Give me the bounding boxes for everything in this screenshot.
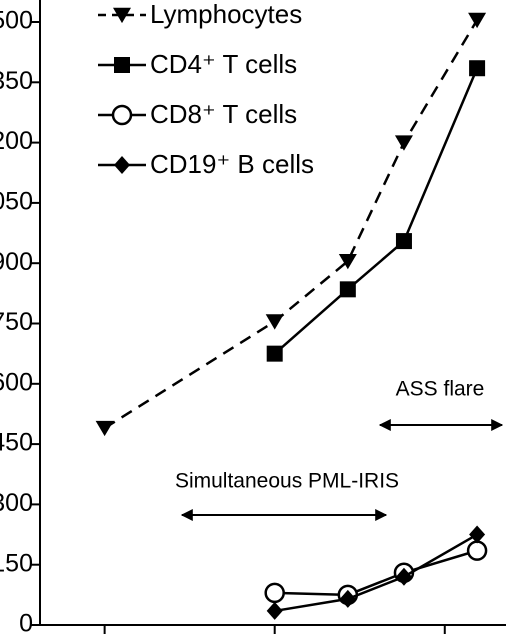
y-tick-label: 200	[0, 127, 33, 155]
series-line	[274, 549, 478, 597]
data-point	[264, 582, 285, 604]
legend-label: CD19⁺ B cells	[150, 149, 314, 179]
legend-marker	[114, 156, 130, 174]
y-tick-label: 600	[0, 368, 33, 396]
data-point	[466, 540, 488, 561]
data-point	[394, 135, 413, 151]
legend-label: CD8⁺ T cells	[150, 99, 297, 129]
data-point	[339, 589, 356, 608]
legend-marker	[113, 7, 131, 24]
y-tick-label: 500	[0, 7, 33, 35]
data-point	[468, 12, 487, 29]
data-point	[338, 253, 357, 270]
data-point	[469, 525, 486, 544]
annotation: ASS flare	[396, 378, 485, 401]
series-line	[274, 533, 478, 613]
y-tick-label: 900	[0, 248, 33, 276]
y-tick-label: 050	[0, 188, 33, 216]
y-tick-label: 0	[19, 610, 33, 634]
y-tick-label: 300	[0, 489, 33, 517]
data-point	[266, 345, 283, 362]
annotation: Simultaneous PML-IRIS	[175, 470, 399, 493]
data-point	[339, 281, 356, 298]
series-line	[273, 67, 479, 355]
data-point	[395, 567, 412, 586]
y-tick-label: 750	[0, 308, 33, 336]
series-line	[103, 19, 479, 430]
data-point	[469, 60, 486, 77]
y-tick-label: 450	[0, 429, 33, 457]
legend-label: Lymphocytes	[150, 0, 302, 29]
y-tick-label: 350	[0, 67, 33, 95]
data-point	[265, 314, 284, 330]
data-point	[95, 420, 114, 437]
legend-marker	[114, 57, 130, 73]
data-point	[395, 233, 412, 250]
data-point	[266, 601, 283, 620]
legend-label: CD4⁺ T cells	[150, 49, 297, 79]
y-tick-label: 150	[0, 549, 33, 577]
legend-marker	[111, 104, 133, 126]
